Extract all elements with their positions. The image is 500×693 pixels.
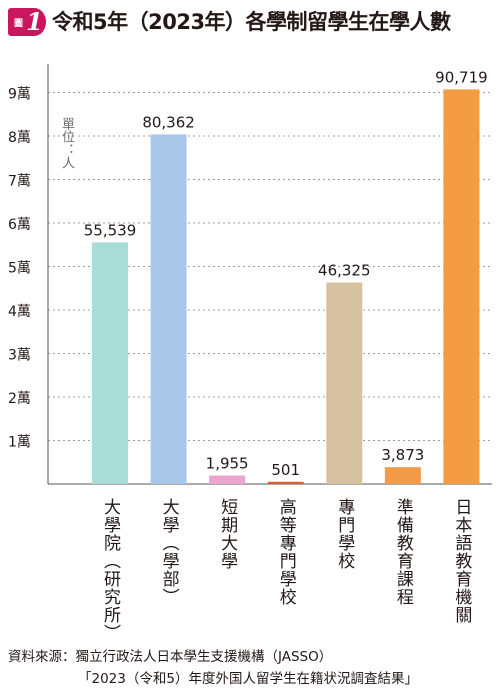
bar [92, 242, 128, 484]
data-label: 46,325 [318, 261, 371, 279]
bar [384, 467, 421, 484]
header: 1 圖 令和5年（2023年）各學制留學生在學人數 [0, 0, 500, 44]
chart-plot: 1萬 2萬 3萬 4萬 5萬 6萬 7萬 8萬 9萬 55,539 80,362 1,955 501 46… [8, 64, 492, 485]
bar [443, 89, 480, 484]
x-tick-label: 短期大學 [217, 498, 238, 570]
bar [209, 475, 246, 484]
x-tick-label: 高等專門學校 [275, 498, 296, 606]
bar [150, 134, 187, 484]
y-tick-label: 2萬 [8, 391, 31, 407]
bar [326, 282, 363, 484]
y-tick-label: 4萬 [8, 304, 31, 320]
y-tick-label: 3萬 [8, 348, 31, 364]
data-label: 80,362 [142, 113, 195, 131]
data-label: 3,873 [381, 446, 424, 464]
y-tick-label: 7萬 [8, 174, 31, 190]
source-note: 資料來源：獨立行政法人日本學生支援機構（JASSO） 「2023（令和5）年度外… [8, 646, 418, 690]
data-label: 90,719 [435, 68, 488, 86]
data-label: 501 [271, 461, 300, 479]
x-tick-label: 大學（學部） [158, 498, 179, 606]
figure-badge: 1 圖 [8, 8, 46, 36]
x-tick-label: 日本語教育機關 [451, 498, 472, 624]
x-tick-label: 專門學校 [334, 498, 355, 570]
bar-chart: 1萬 2萬 3萬 4萬 5萬 6萬 7萬 8萬 9萬 55,539 80,362 1,955 501 46… [0, 44, 500, 604]
unit-label: 單位：人 [59, 117, 74, 169]
data-label: 1,955 [206, 454, 249, 472]
data-label: 55,539 [84, 221, 137, 239]
source-line-2: 「2023（令和5）年度外国人留学生在籍状況調査結果」 [78, 671, 418, 687]
bar [267, 481, 304, 484]
y-tick-label: 8萬 [8, 130, 31, 146]
x-tick-label: 大學院（研究所） [100, 498, 120, 642]
x-tick-label: 準備教育課程 [392, 498, 413, 606]
figure-number: 1 [23, 8, 46, 36]
chart-title: 令和5年（2023年）各學制留學生在學人數 [52, 10, 451, 34]
y-tick-label: 1萬 [8, 435, 31, 451]
figure-badge-label: 圖 [8, 8, 25, 36]
y-tick-label: 6萬 [8, 217, 31, 233]
y-tick-label: 9萬 [8, 87, 31, 103]
y-tick-label: 5萬 [8, 261, 31, 277]
source-line-1: 資料來源：獨立行政法人日本學生支援機構（JASSO） [8, 649, 333, 665]
